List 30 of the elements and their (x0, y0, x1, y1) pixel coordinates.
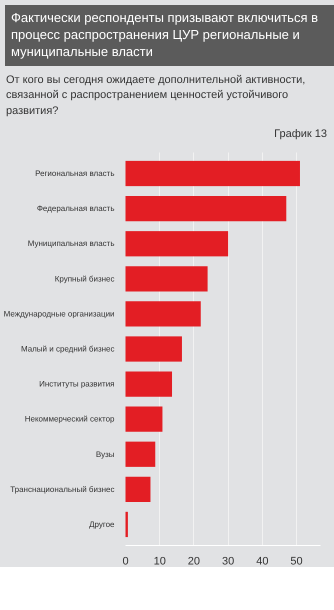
chart-subtitle: От кого вы сегодня ожидаете дополнительной активности, связанной с распространением ценностей устойчивого развития? (6, 72, 306, 120)
y-tick-label: Муниципальная власть (28, 240, 115, 249)
text: График 13 (274, 126, 327, 142)
bar (126, 336, 182, 362)
x-tick-label: 0 (122, 556, 129, 568)
x-tick-label: 10 (154, 556, 166, 568)
y-tick-label: Вузы (96, 450, 115, 460)
y-tick-label: Транснациональный бизнес (10, 485, 115, 494)
y-tick-label: Крупный бизнес (54, 274, 114, 284)
bar (126, 407, 162, 432)
y-tick-label: Малый и средний бизнес (20, 344, 115, 354)
bar (126, 232, 228, 257)
y-tick-label: Другое (89, 520, 116, 530)
bar (126, 302, 201, 328)
y-tick-label: Региональная власть (35, 170, 115, 179)
y-tick-label: Институты развития (39, 380, 115, 390)
x-tick-label: 30 (222, 556, 234, 568)
x-tick-label: 40 (256, 556, 268, 568)
chart-title: Фактически респонденты призывают включиться в процесс распространения ЦУР региональные и муниципальные власти (11, 10, 320, 61)
bar (126, 477, 150, 502)
bar (126, 372, 172, 398)
y-tick-label: Международные организации (4, 310, 114, 319)
x-tick-label: 20 (188, 556, 200, 568)
bar (126, 161, 300, 187)
bar (126, 196, 286, 222)
y-tick-label: Некоммерческий сектор (24, 415, 116, 424)
bar (126, 442, 156, 468)
bar (126, 266, 208, 292)
y-tick-label: Федеральная власть (36, 204, 115, 214)
x-tick-label: 50 (290, 556, 303, 568)
